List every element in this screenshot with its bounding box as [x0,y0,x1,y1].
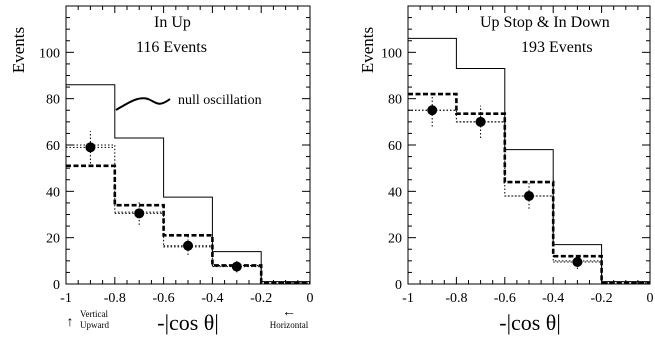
y-tick-label: 40 [388,185,402,200]
x-tick-label: -0.2 [591,291,613,306]
x-tick-label: -1 [402,291,414,306]
data-point [231,261,242,272]
y-tick-label: 60 [46,139,60,154]
tick-labels-layer: -1 -0.8 -0.6 -0.4 -0.2 0 0 20 40 60 80 100 [39,46,314,306]
x-tick-label: -1 [60,291,72,306]
x-tick-label: -0.6 [494,291,516,306]
data-point [475,116,486,127]
data-point [85,142,96,153]
series-layer [408,37,650,285]
panel-title: In Up [154,14,191,31]
x-tick-label: -0.4 [201,291,223,306]
histogram-dashed [66,164,310,285]
x-tick-label: -0.4 [542,291,564,306]
panel-subtitle: 116 Events [136,39,207,56]
y-tick-label: 0 [395,278,402,293]
y-tick-label: 100 [381,46,402,61]
y-axis-title: Events [358,27,377,73]
panel-title: Up Stop & In Down [480,14,610,31]
x-tick-label: 0 [647,291,654,306]
x-tick-label: -0.6 [153,291,175,306]
y-tick-label: 80 [46,93,60,108]
histogram-null-oscillation [408,37,650,283]
x-axis-title: -|cos θ| [157,310,219,335]
x-tick-label: 0 [307,291,314,306]
x-tick-label: -0.8 [445,291,467,306]
null-oscillation-pointer [115,97,171,111]
data-point [427,105,438,116]
ticks-layer [407,6,651,285]
data-point [572,256,583,267]
series-layer [66,84,310,285]
data-point [524,190,534,201]
panel-in-up: -1 -0.8 -0.6 -0.4 -0.2 0 0 20 40 60 80 100 Events -… [9,5,314,335]
y-tick-label: 0 [53,278,60,293]
up-arrow-icon: ↑ [67,315,74,330]
null-oscillation-label: null oscillation [178,93,262,108]
x-axis-title: -|cos θ| [499,310,561,335]
horizontal-note: Horizontal [270,320,309,330]
x-tick-label: -0.8 [104,291,126,306]
y-tick-label: 20 [46,232,60,247]
y-tick-label: 80 [388,93,402,108]
data-point [134,208,145,219]
histogram-dashed [408,92,650,285]
left-arrow-icon: ← [282,305,296,320]
y-tick-label: 20 [388,232,402,247]
histogram-null-oscillation [66,84,310,283]
y-tick-label: 100 [39,46,60,61]
x-tick-label: -0.2 [250,291,272,306]
data-point [183,240,193,251]
y-axis-title: Events [9,27,28,73]
histogram-dotted [66,144,310,284]
tick-labels-layer: -1 -0.8 -0.6 -0.4 -0.2 0 0 20 40 60 80 100 [381,46,654,306]
upward-note: Upward [80,320,109,330]
y-tick-label: 40 [46,185,60,200]
panel-up-stop-in-down: -1 -0.8 -0.6 -0.4 -0.2 0 0 20 40 60 80 100 Events -… [358,5,654,335]
vertical-note: Vertical [80,309,108,319]
y-tick-label: 60 [388,139,402,154]
panel-subtitle: 193 Events [521,39,593,56]
